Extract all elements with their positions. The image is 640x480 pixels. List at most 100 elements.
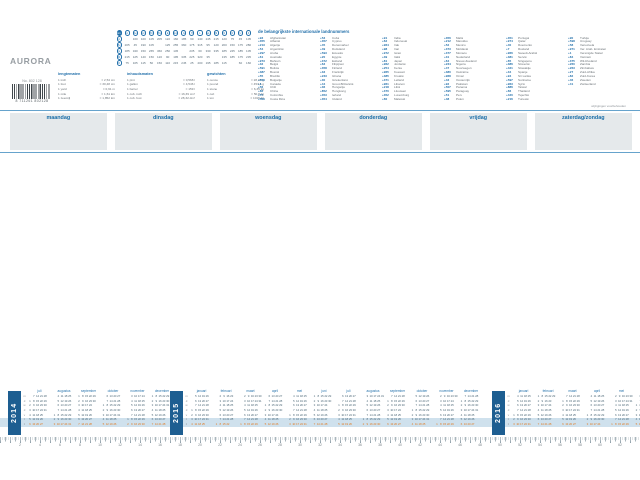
day-number: 30	[166, 398, 170, 403]
day-number: 11	[520, 394, 523, 398]
conversion-value: = 28,32 dm³	[178, 96, 195, 101]
day-number: 13	[345, 394, 348, 398]
conversion-row: 1 cub. inch = 16,39 cm³	[127, 92, 195, 97]
weekday-label: maandag	[46, 114, 71, 121]
month-calendar: juli 1 2 3 4 5 6 7 8 9 10 11 12 13 14 15 16 17 18 19 20 21 22 2…	[337, 388, 360, 435]
country-code: +41	[568, 81, 574, 86]
day-number: 25	[324, 408, 328, 413]
country-code-row: +98 Iran	[382, 47, 441, 52]
day-number: 5	[415, 394, 417, 398]
day-number: 28	[601, 408, 605, 413]
country-name: Groot-Brittannië	[332, 82, 354, 86]
day-number: 1	[436, 422, 438, 427]
day-number: 3	[338, 412, 340, 417]
city-circle-icon: A	[124, 30, 130, 36]
ruler-number: 16	[158, 443, 162, 447]
day-number: 16	[345, 408, 348, 413]
day-number: 10	[222, 398, 226, 403]
month-calendar: september 1 2 3 4 5 6 7 8 9 10 11 12 13 14 15 16 17 18 19 20…	[386, 388, 409, 435]
day-number: 30	[475, 403, 479, 408]
country-code-row: +352 Luxemburg	[382, 93, 441, 98]
distance-column-header: R	[228, 30, 236, 36]
country-code-row: +81 Japan	[382, 59, 441, 64]
day-number: 19	[36, 417, 39, 422]
country-name: Portugal	[518, 36, 530, 40]
day-number: 12	[618, 408, 621, 413]
day-number: 11	[296, 394, 299, 398]
day-number: 19	[64, 398, 68, 403]
country-code: +212	[444, 39, 451, 44]
month-name: januari	[196, 389, 207, 393]
day-number: 7	[219, 417, 221, 422]
country-name: Wit-Rusland	[580, 59, 597, 63]
day-number: 13	[418, 398, 422, 403]
country-name: Zweden	[580, 78, 591, 82]
country-name: Oman	[456, 74, 465, 78]
country-code-row: +591 Bolivia	[258, 66, 317, 71]
day-number: 12	[341, 422, 345, 427]
day-number: 25	[39, 412, 43, 417]
country-code: +46	[568, 77, 574, 82]
day-number: 12	[134, 403, 137, 408]
ruler-number: 32	[318, 443, 322, 447]
day-number: 22	[348, 403, 352, 408]
day-number: 28	[205, 403, 209, 408]
day-number: 2	[243, 394, 246, 398]
country-code: +32	[258, 62, 264, 67]
day-number: 13	[109, 394, 113, 398]
day-number: 30	[43, 403, 47, 408]
day-number: 16	[467, 403, 471, 408]
day-number: 18	[523, 394, 527, 398]
country-name: Israël	[394, 51, 402, 55]
day-number: 12	[463, 417, 467, 422]
day-number: 15	[593, 412, 597, 417]
day-number: 7	[292, 408, 295, 413]
day-number: 22	[324, 394, 328, 398]
distance-value: 245	[229, 49, 235, 53]
day-number: 28	[68, 408, 72, 413]
day-number: 23	[137, 422, 141, 427]
country-code-row: +385 Kroatië	[382, 74, 441, 79]
month-calendar: april 1 2 3 4 5 6 7 8 9 10 11 12 13 14 15 16 17 18 19 20 21 22…	[586, 388, 609, 435]
day-number: 5	[635, 422, 638, 427]
day-number: 19	[597, 398, 601, 403]
country-code-row: +598 Uruguay	[568, 39, 627, 44]
day-number: 24	[88, 403, 92, 408]
country-code-row: +968 Oman	[444, 74, 503, 79]
day-number: 26	[601, 398, 605, 403]
day-number: 8	[366, 417, 368, 422]
day-number: 7	[464, 394, 466, 398]
year-block: 2015 m d w d v z z januari 1 2 3 4 5 6 7 8 9 10 11 12 13 14 15 1…	[170, 388, 484, 435]
country-code-row: +212 Marokko	[444, 39, 503, 44]
country-code-row: +94 Sri Lanka	[506, 74, 565, 79]
day-number: 29	[352, 403, 356, 408]
day-number: 10	[414, 417, 418, 422]
writing-area	[0, 155, 640, 385]
day-number: 14	[394, 394, 397, 398]
day-number: 29	[254, 422, 258, 427]
day-number: 19	[523, 398, 527, 403]
country-code: +354	[320, 97, 327, 101]
day-number: 24	[625, 398, 629, 403]
distance-value: 25	[190, 61, 194, 65]
day-number: 21	[158, 422, 162, 427]
day-number: 31	[380, 394, 384, 398]
country-code: +254	[382, 66, 389, 71]
country-code: +86	[258, 89, 264, 94]
city-circle-icon: R	[229, 30, 235, 36]
day-number: 2	[387, 403, 389, 408]
day-number: 9	[443, 394, 446, 398]
country-name: Luxemburg	[394, 94, 410, 98]
day-number: 5	[562, 417, 564, 422]
day-number: 25	[397, 412, 401, 417]
distance-value: 195	[173, 55, 179, 59]
day-number: 15	[271, 403, 275, 408]
day-number: 27	[205, 398, 209, 403]
day-number: 18	[345, 417, 348, 422]
